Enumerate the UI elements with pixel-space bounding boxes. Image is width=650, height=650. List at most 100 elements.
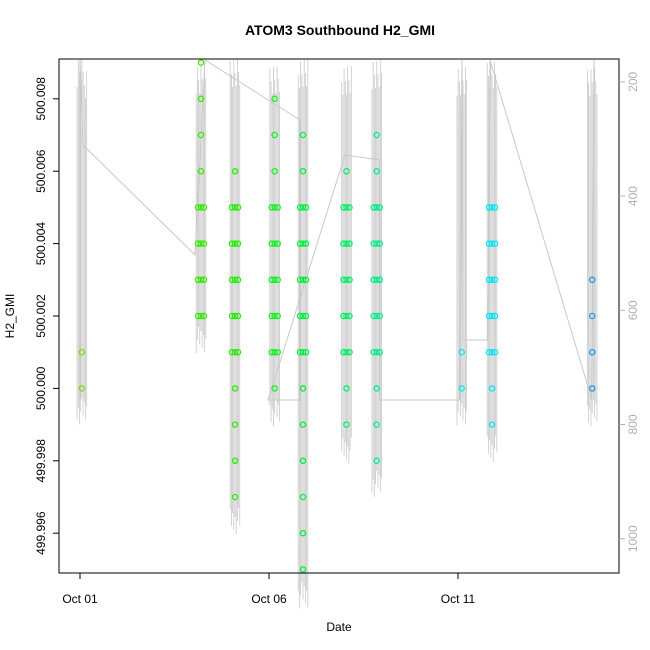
data-point	[491, 204, 499, 211]
data-point	[373, 312, 380, 320]
data-point	[299, 566, 307, 573]
data-point	[370, 312, 377, 320]
data-point	[228, 312, 236, 320]
data-point	[200, 312, 208, 320]
data-point	[343, 348, 350, 356]
data-point	[271, 276, 278, 284]
data-point	[234, 312, 242, 320]
data-point	[228, 240, 236, 247]
data-point	[200, 240, 208, 247]
data-point	[346, 312, 353, 320]
plot-frame	[58, 58, 620, 574]
data-point	[299, 312, 307, 320]
data-point	[271, 240, 278, 247]
y-tick-label: 500.002	[34, 294, 48, 338]
data-point	[200, 204, 208, 211]
data-point	[485, 312, 493, 320]
data-point	[268, 240, 275, 247]
y2-axis: 200 400 600 800 1000	[619, 72, 640, 552]
data-point	[376, 276, 383, 284]
data-point	[376, 348, 383, 356]
data-point	[231, 240, 239, 247]
data-point	[340, 240, 347, 247]
data-point	[231, 348, 239, 356]
data-point	[373, 131, 380, 139]
data-point	[234, 240, 242, 247]
data-point	[197, 59, 205, 66]
data-point	[370, 276, 377, 284]
data-points	[78, 59, 596, 573]
data-point	[488, 204, 496, 211]
data-point	[373, 167, 380, 175]
data-point	[373, 204, 380, 211]
data-point	[197, 204, 205, 211]
data-point	[491, 240, 499, 247]
data-point	[274, 348, 281, 356]
data-point	[228, 204, 236, 211]
y2-tick-label: 200	[626, 72, 640, 92]
data-point	[271, 385, 278, 392]
data-point	[231, 421, 239, 428]
y2-tick-label: 800	[626, 414, 640, 434]
data-point	[343, 421, 350, 428]
data-point	[78, 348, 86, 356]
data-point	[197, 312, 205, 320]
data-point	[271, 95, 278, 103]
data-point	[343, 385, 350, 392]
data-point	[370, 240, 377, 247]
data-point	[302, 276, 310, 284]
data-point	[194, 276, 202, 284]
y-tick-label: 500.006	[34, 149, 48, 193]
x-tick-label: Oct 01	[62, 592, 98, 606]
data-point	[296, 348, 304, 356]
data-point	[299, 457, 307, 465]
data-point	[194, 312, 202, 320]
data-point	[340, 312, 347, 320]
chart-title: ATOM3 Southbound H2_GMI	[245, 22, 435, 38]
data-point	[373, 421, 380, 428]
data-point	[231, 385, 239, 392]
data-point	[271, 348, 278, 356]
data-point	[274, 312, 281, 320]
data-point	[271, 312, 278, 320]
data-point	[197, 167, 205, 175]
data-point	[299, 167, 307, 175]
data-point	[340, 204, 347, 211]
data-point	[296, 312, 304, 320]
data-point	[376, 204, 383, 211]
data-point	[302, 240, 310, 247]
data-point	[485, 348, 493, 356]
y2-tick-label: 600	[626, 300, 640, 320]
data-point	[485, 204, 493, 211]
data-point	[343, 312, 350, 320]
data-point	[485, 276, 493, 284]
data-point	[302, 348, 310, 356]
data-point	[373, 457, 380, 465]
x-tick-label: Oct 11	[441, 592, 476, 606]
y-tick-label: 500.004	[34, 222, 48, 266]
data-point	[340, 348, 347, 356]
data-point	[268, 348, 275, 356]
data-point	[231, 276, 239, 284]
data-point	[373, 385, 380, 392]
y2-tick-label: 400	[626, 186, 640, 206]
data-point	[491, 276, 499, 284]
data-point	[346, 240, 353, 247]
data-point	[340, 276, 347, 284]
data-point	[274, 276, 281, 284]
data-point	[346, 204, 353, 211]
data-point	[299, 421, 307, 428]
data-point	[343, 204, 350, 211]
data-point	[296, 204, 304, 211]
data-point	[274, 240, 281, 247]
data-point	[271, 167, 278, 175]
data-point	[200, 276, 208, 284]
data-point	[588, 312, 596, 320]
y-tick-label: 500.000	[34, 366, 48, 410]
data-point	[194, 204, 202, 211]
data-point	[588, 348, 596, 356]
data-point	[231, 493, 239, 501]
data-point	[588, 385, 596, 392]
data-point	[274, 204, 281, 211]
